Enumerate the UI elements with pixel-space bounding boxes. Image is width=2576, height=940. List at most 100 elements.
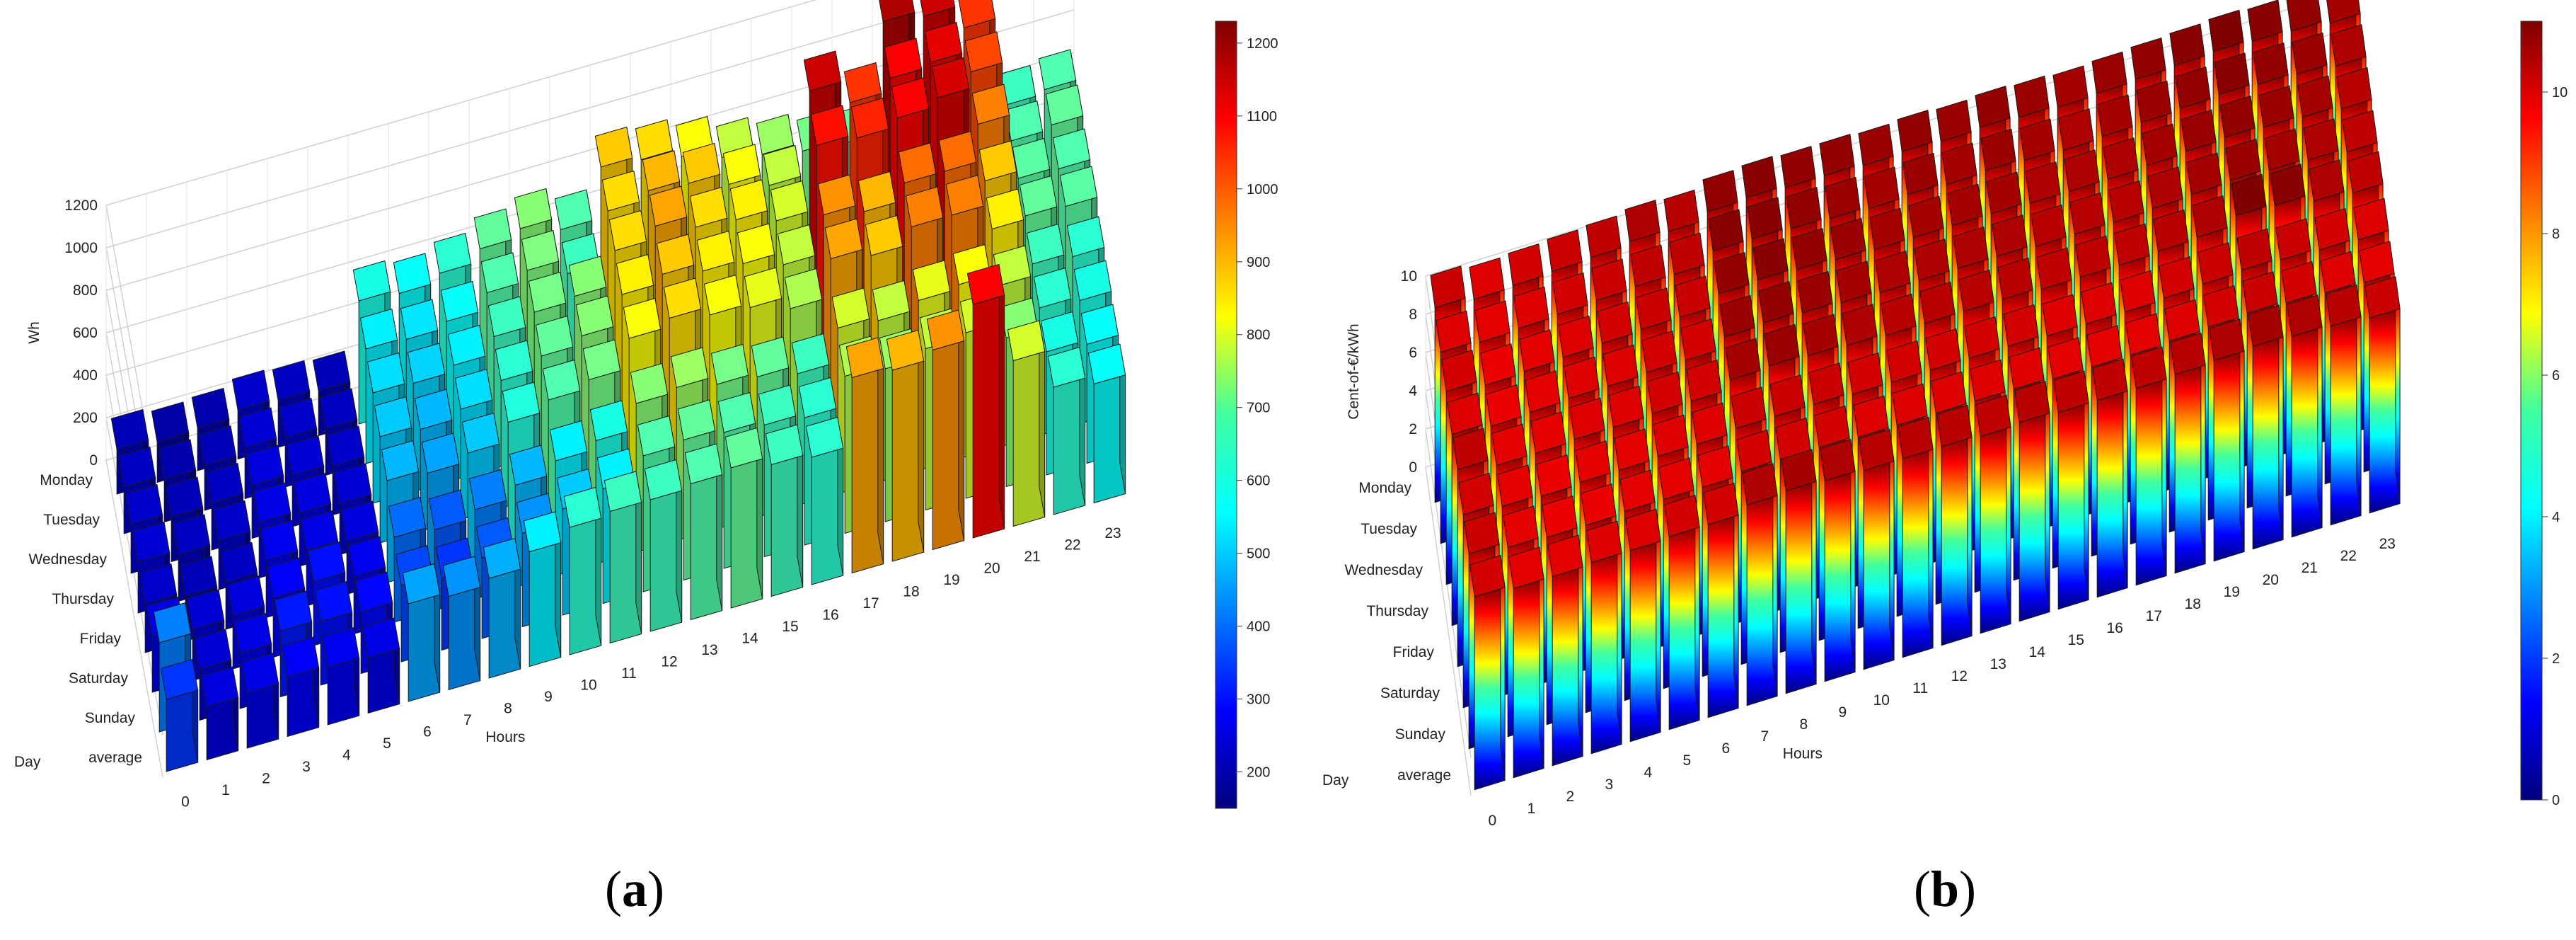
chart-b: 0246810Cent-of-€/kWh01234567891011121314…	[1322, 0, 2401, 829]
bar-top	[542, 359, 581, 401]
bar-top	[884, 38, 923, 79]
bar-top	[926, 309, 965, 351]
bar-top	[2275, 218, 2311, 261]
bar-top	[1958, 269, 1994, 312]
bar-top	[924, 21, 963, 63]
bar-top	[1758, 280, 1794, 323]
bar-top	[1564, 356, 1600, 399]
y-tick-label: Friday	[80, 631, 122, 647]
colorbar-tick-label: 1000	[1247, 182, 1278, 197]
bar-top	[165, 476, 204, 518]
bar-top	[219, 541, 258, 583]
bar-top	[132, 521, 171, 563]
z-tick-label: 10	[1401, 268, 1417, 285]
bar-top	[891, 77, 930, 119]
bar-top	[703, 274, 742, 316]
bar-top	[1547, 534, 1583, 578]
x-tick-label: 4	[1644, 764, 1652, 781]
x-tick-label: 19	[943, 572, 959, 588]
bar-top	[200, 666, 239, 708]
bar-top	[1469, 257, 1505, 300]
bar	[603, 471, 642, 644]
x-tick-label: 22	[2340, 548, 2357, 564]
bar-top	[179, 556, 218, 597]
bar-top	[1881, 293, 1917, 336]
bar-top	[2231, 173, 2267, 217]
bar-top	[2103, 137, 2139, 180]
y-tick-label: Monday	[1358, 480, 1411, 496]
gridline	[105, 459, 163, 778]
bar	[1625, 508, 1661, 743]
bar-top	[1641, 330, 1677, 373]
bar-top	[2364, 276, 2401, 319]
bar-top	[1047, 346, 1086, 388]
bar-top	[966, 263, 1005, 305]
bar-top	[1741, 156, 1777, 199]
bar-top	[635, 119, 674, 161]
bar-top	[1080, 304, 1119, 345]
z-tick-label: 1000	[64, 240, 98, 256]
x-tick-label: 20	[983, 560, 1000, 576]
bar-top	[2092, 358, 2128, 401]
x-axis-label: Hours	[485, 729, 525, 745]
bar-top	[191, 387, 230, 429]
x-tick-label: 1	[1527, 801, 1535, 817]
bar	[1703, 482, 1739, 718]
bar-top	[1769, 374, 1806, 418]
bar	[563, 486, 602, 655]
bar-top	[521, 229, 560, 271]
bar-top	[2042, 294, 2078, 337]
bar-top	[1836, 260, 1872, 304]
bar-top	[414, 389, 453, 430]
bar-top	[2164, 299, 2200, 342]
bar-top	[354, 571, 393, 613]
bar-top	[267, 557, 306, 599]
bar-top	[1781, 449, 1817, 492]
bar	[2092, 358, 2128, 598]
bar-top	[523, 511, 562, 553]
bar-top	[359, 308, 398, 350]
y-axis-label: Day	[1322, 772, 1349, 789]
z-axis-label: Wh	[26, 321, 42, 344]
bar-top	[1925, 328, 1961, 371]
bar-top	[241, 652, 279, 694]
bar-top	[2264, 128, 2300, 171]
x-tick-label: 15	[2068, 632, 2084, 648]
bar-top	[710, 343, 749, 385]
bar	[2326, 284, 2362, 526]
z-tick-label: 6	[1409, 345, 1417, 361]
bar-top	[293, 472, 332, 514]
bar-top	[117, 446, 156, 488]
colorbar-tick-label: 700	[1247, 401, 1270, 416]
bar-top	[326, 425, 365, 467]
bar-top	[442, 556, 481, 597]
x-tick-label: 9	[1838, 704, 1847, 721]
bar-top	[393, 253, 432, 294]
bar-top	[2303, 118, 2339, 161]
y-tick-label: Thursday	[1366, 603, 1428, 619]
bar-top	[1897, 109, 1933, 152]
bar-top	[2270, 164, 2306, 207]
bar-top	[1530, 411, 1566, 454]
bar-top	[198, 425, 237, 466]
x-tick-label: 14	[2029, 644, 2046, 660]
bar-top	[374, 396, 412, 437]
bar	[684, 443, 723, 621]
bar	[1469, 554, 1506, 791]
bar-top	[1019, 175, 1058, 217]
bar-top	[729, 179, 768, 221]
x-tick-label: 23	[2379, 536, 2396, 552]
bar-top	[1491, 423, 1527, 466]
bar-top	[172, 514, 211, 556]
bar-top	[575, 295, 614, 337]
bar-top	[817, 174, 856, 216]
y-tick-label: average	[1397, 767, 1451, 784]
bar-top	[340, 500, 379, 542]
colorbar-tick-label: 800	[1247, 328, 1270, 343]
bar-top	[2108, 180, 2144, 223]
bar-top	[1669, 232, 1705, 275]
bar	[1664, 494, 1700, 730]
bar-top	[473, 208, 512, 250]
bar	[805, 416, 844, 585]
bar-top	[1508, 546, 1544, 590]
